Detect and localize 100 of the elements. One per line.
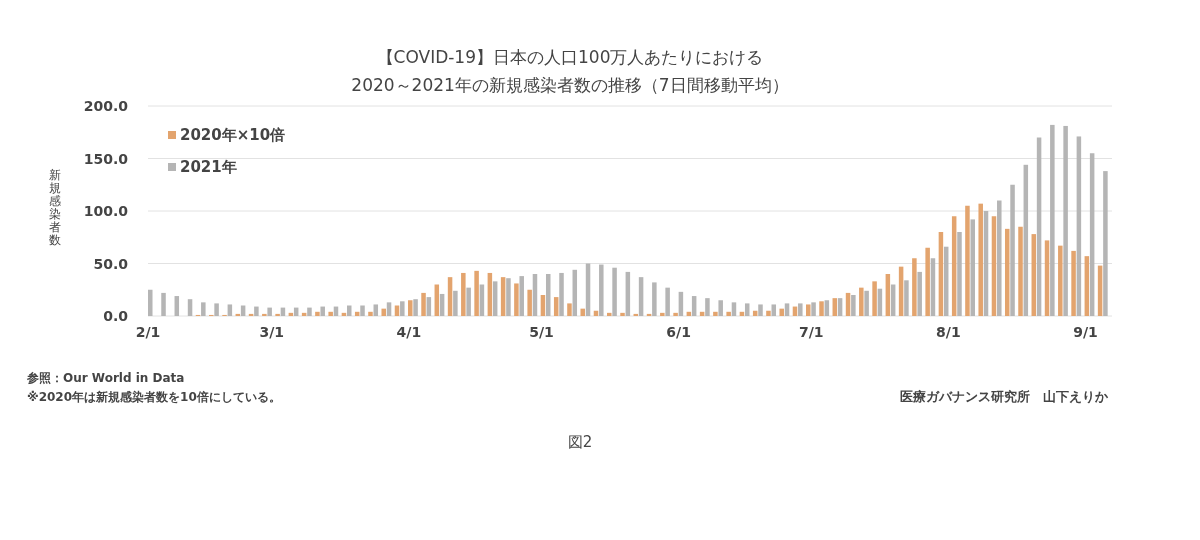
- legend-label: 2021年: [180, 158, 237, 176]
- y-tick-label: 150.0: [83, 150, 129, 167]
- bar: [798, 303, 803, 316]
- bar: [227, 304, 233, 316]
- bar: [713, 311, 718, 316]
- bar: [811, 302, 816, 316]
- bar: [328, 311, 333, 316]
- bar: [660, 312, 665, 316]
- y-tick-label: 0.0: [103, 308, 129, 324]
- text: 参照：Our World in Data: [26, 371, 185, 385]
- bar: [731, 302, 737, 316]
- bar: [806, 304, 811, 316]
- bar: [408, 300, 413, 316]
- bar: [466, 287, 471, 316]
- bar: [275, 313, 280, 316]
- chart-subtitle: 2020～2021年の新規感染者数の推移（7日間移動平均）: [351, 75, 789, 95]
- bar: [386, 302, 392, 316]
- x-tick-label: 7/1: [799, 324, 824, 340]
- bar: [912, 258, 917, 316]
- bar: [1103, 171, 1108, 316]
- bar: [904, 280, 909, 316]
- bar: [580, 308, 585, 316]
- x-tick-label: 8/1: [936, 324, 961, 340]
- bar: [819, 301, 824, 316]
- bar: [346, 305, 352, 316]
- bar: [665, 287, 670, 316]
- bar: [267, 307, 272, 316]
- text: 医療ガバナンス研究所 山下えりか: [900, 389, 1109, 404]
- bar: [161, 292, 166, 316]
- bar: [360, 305, 365, 316]
- bar: [599, 264, 604, 316]
- bar: [872, 281, 877, 316]
- x-tick-label: 5/1: [529, 324, 554, 340]
- bar: [320, 306, 325, 316]
- bar: [262, 313, 267, 316]
- bar: [453, 290, 458, 316]
- bar: [766, 310, 771, 316]
- bar: [148, 289, 153, 316]
- x-tick-label: 6/1: [666, 324, 691, 340]
- bar: [307, 307, 312, 316]
- y-tick-label: 200.0: [83, 98, 129, 114]
- bar: [368, 311, 373, 316]
- bar: [784, 303, 790, 316]
- bar: [607, 312, 612, 316]
- bar: [824, 300, 830, 316]
- bar: [705, 298, 710, 316]
- bar: [859, 287, 864, 316]
- bar: [851, 295, 856, 316]
- bar: [1071, 250, 1076, 316]
- bar: [925, 247, 930, 316]
- bar: [567, 303, 572, 316]
- bar: [315, 311, 320, 316]
- bar: [758, 304, 763, 316]
- x-tick-label: 2/1: [135, 324, 161, 340]
- text: ※2020年は新規感染者数を10倍にしている。: [27, 390, 281, 404]
- bar: [474, 270, 479, 316]
- bar: [978, 203, 983, 316]
- x-tick-label: 4/1: [396, 324, 422, 340]
- bar: [673, 312, 678, 316]
- y-tick-label: 100.0: [83, 203, 129, 219]
- caption: 図2: [567, 433, 593, 451]
- x-tick-label: 3/1: [259, 324, 285, 340]
- y-axis-title: 新規感染者数: [49, 167, 61, 247]
- bar: [965, 205, 970, 316]
- bar: [413, 299, 418, 316]
- legend-label: 2020年×10倍: [180, 126, 286, 144]
- bar: [254, 306, 259, 316]
- bar: [201, 302, 206, 316]
- bar: [381, 308, 386, 316]
- bar: [373, 304, 379, 316]
- bar: [864, 290, 869, 316]
- bar: [514, 283, 519, 316]
- bar: [612, 267, 617, 316]
- bar: [779, 308, 784, 316]
- bar: [1010, 184, 1015, 316]
- bar: [1050, 124, 1055, 316]
- bar: [970, 219, 976, 316]
- bar: [400, 301, 405, 316]
- bar: [492, 281, 498, 316]
- bar: [559, 272, 564, 316]
- bar: [214, 303, 219, 316]
- bar: [527, 289, 532, 316]
- bar: [506, 278, 511, 316]
- bar: [997, 200, 1002, 316]
- bar: [726, 311, 731, 316]
- bar: [652, 282, 657, 316]
- bar: [620, 312, 625, 316]
- chart-title: 【COVID-19】日本の人口100万人あたりにおける: [376, 47, 764, 67]
- bar: [1063, 125, 1068, 316]
- y-tick-label: 50.0: [93, 255, 129, 272]
- bar: [421, 292, 426, 316]
- bar: [957, 232, 962, 316]
- bar: [744, 303, 750, 316]
- bar: [519, 276, 524, 316]
- bar: [718, 300, 723, 316]
- bar: [771, 304, 777, 316]
- bar: [1058, 245, 1063, 316]
- bar: [1018, 226, 1023, 316]
- bar: [461, 272, 466, 316]
- bar: [917, 271, 922, 316]
